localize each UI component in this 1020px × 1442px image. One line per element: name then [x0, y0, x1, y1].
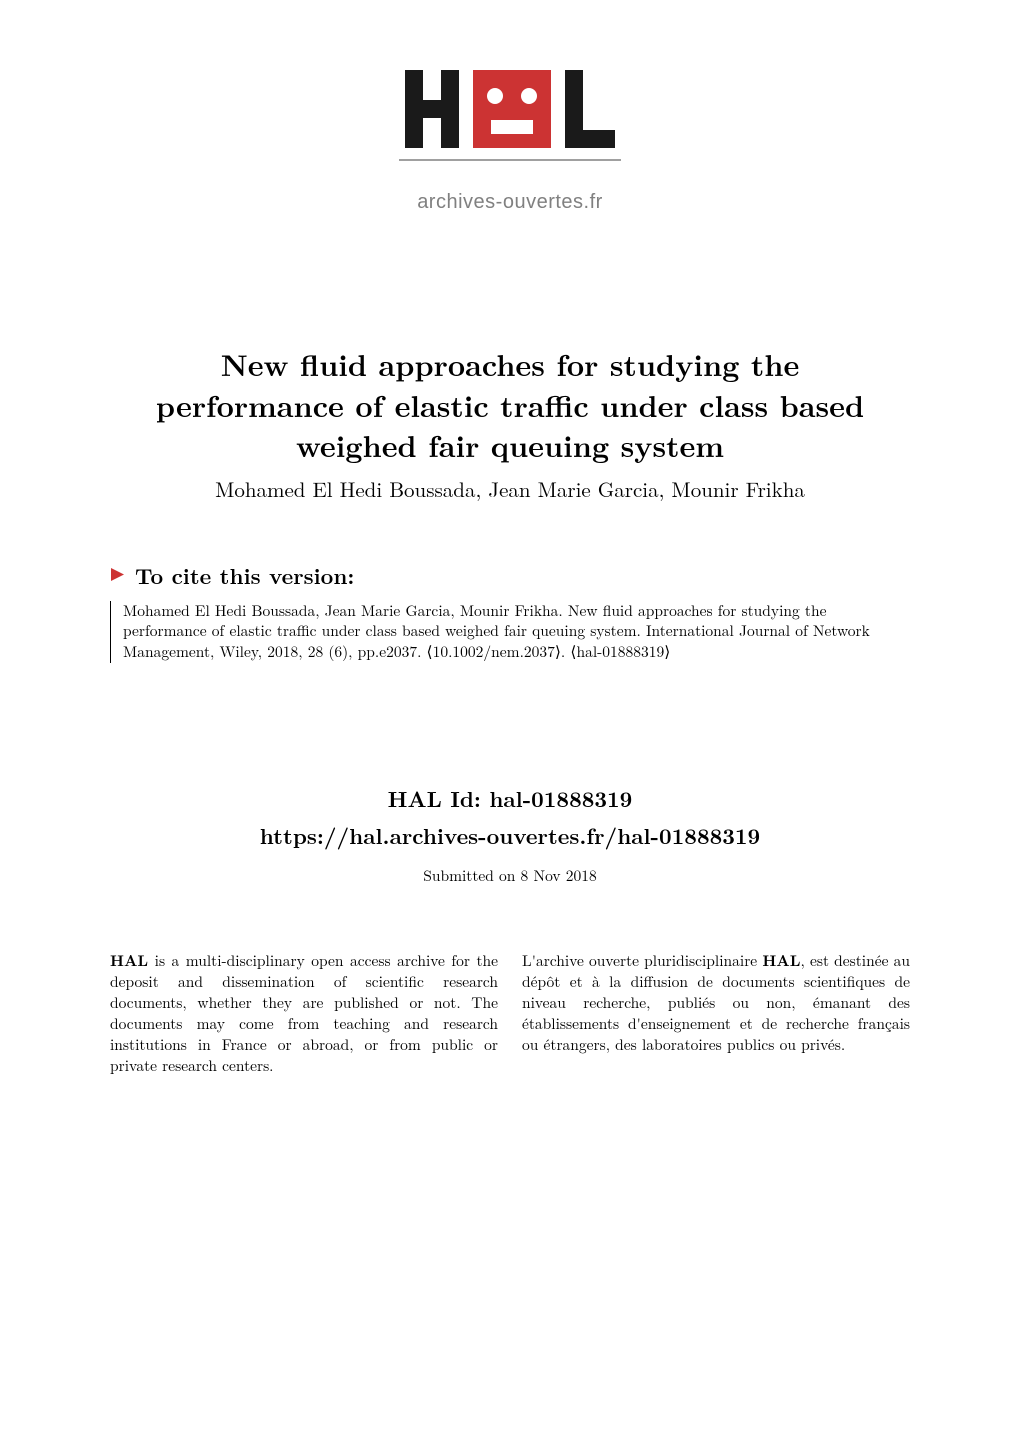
- hal-logo: [395, 60, 625, 185]
- description-right-prefix: L'archive ouverte pluridisciplinaire: [522, 950, 762, 971]
- hal-id: HAL Id: hal-01888319: [110, 783, 910, 814]
- paper-title: New fluid approaches for studying the pe…: [130, 344, 890, 466]
- hal-bold-left: HAL: [110, 948, 148, 971]
- paper-authors: Mohamed El Hedi Boussada, Jean Marie Gar…: [110, 474, 910, 504]
- hal-logo-block: archives-ouvertes.fr: [110, 60, 910, 214]
- description-left-text: is a multi-disciplinary open access arch…: [110, 950, 498, 1076]
- hal-url: https://hal.archives-ouvertes.fr/hal-018…: [110, 820, 910, 851]
- description-left-column: HAL is a multi-disciplinary open access …: [110, 950, 498, 1077]
- description-columns: HAL is a multi-disciplinary open access …: [110, 950, 910, 1077]
- cite-body: Mohamed El Hedi Boussada, Jean Marie Gar…: [110, 601, 910, 664]
- hal-id-block: HAL Id: hal-01888319 https://hal.archive…: [110, 783, 910, 886]
- hal-bold-right: HAL: [762, 948, 800, 971]
- cite-heading: To cite this version:: [135, 560, 354, 591]
- hal-logo-subtext: archives-ouvertes.fr: [110, 191, 910, 214]
- triangle-right-icon: [110, 564, 125, 587]
- description-right-column: L'archive ouverte pluridisciplinaire HAL…: [522, 950, 910, 1077]
- cite-heading-row: To cite this version:: [110, 560, 910, 591]
- hal-cover-page: archives-ouvertes.fr New fluid approache…: [0, 0, 1020, 1442]
- cite-block: To cite this version: Mohamed El Hedi Bo…: [110, 560, 910, 664]
- submitted-date: Submitted on 8 Nov 2018: [110, 865, 910, 886]
